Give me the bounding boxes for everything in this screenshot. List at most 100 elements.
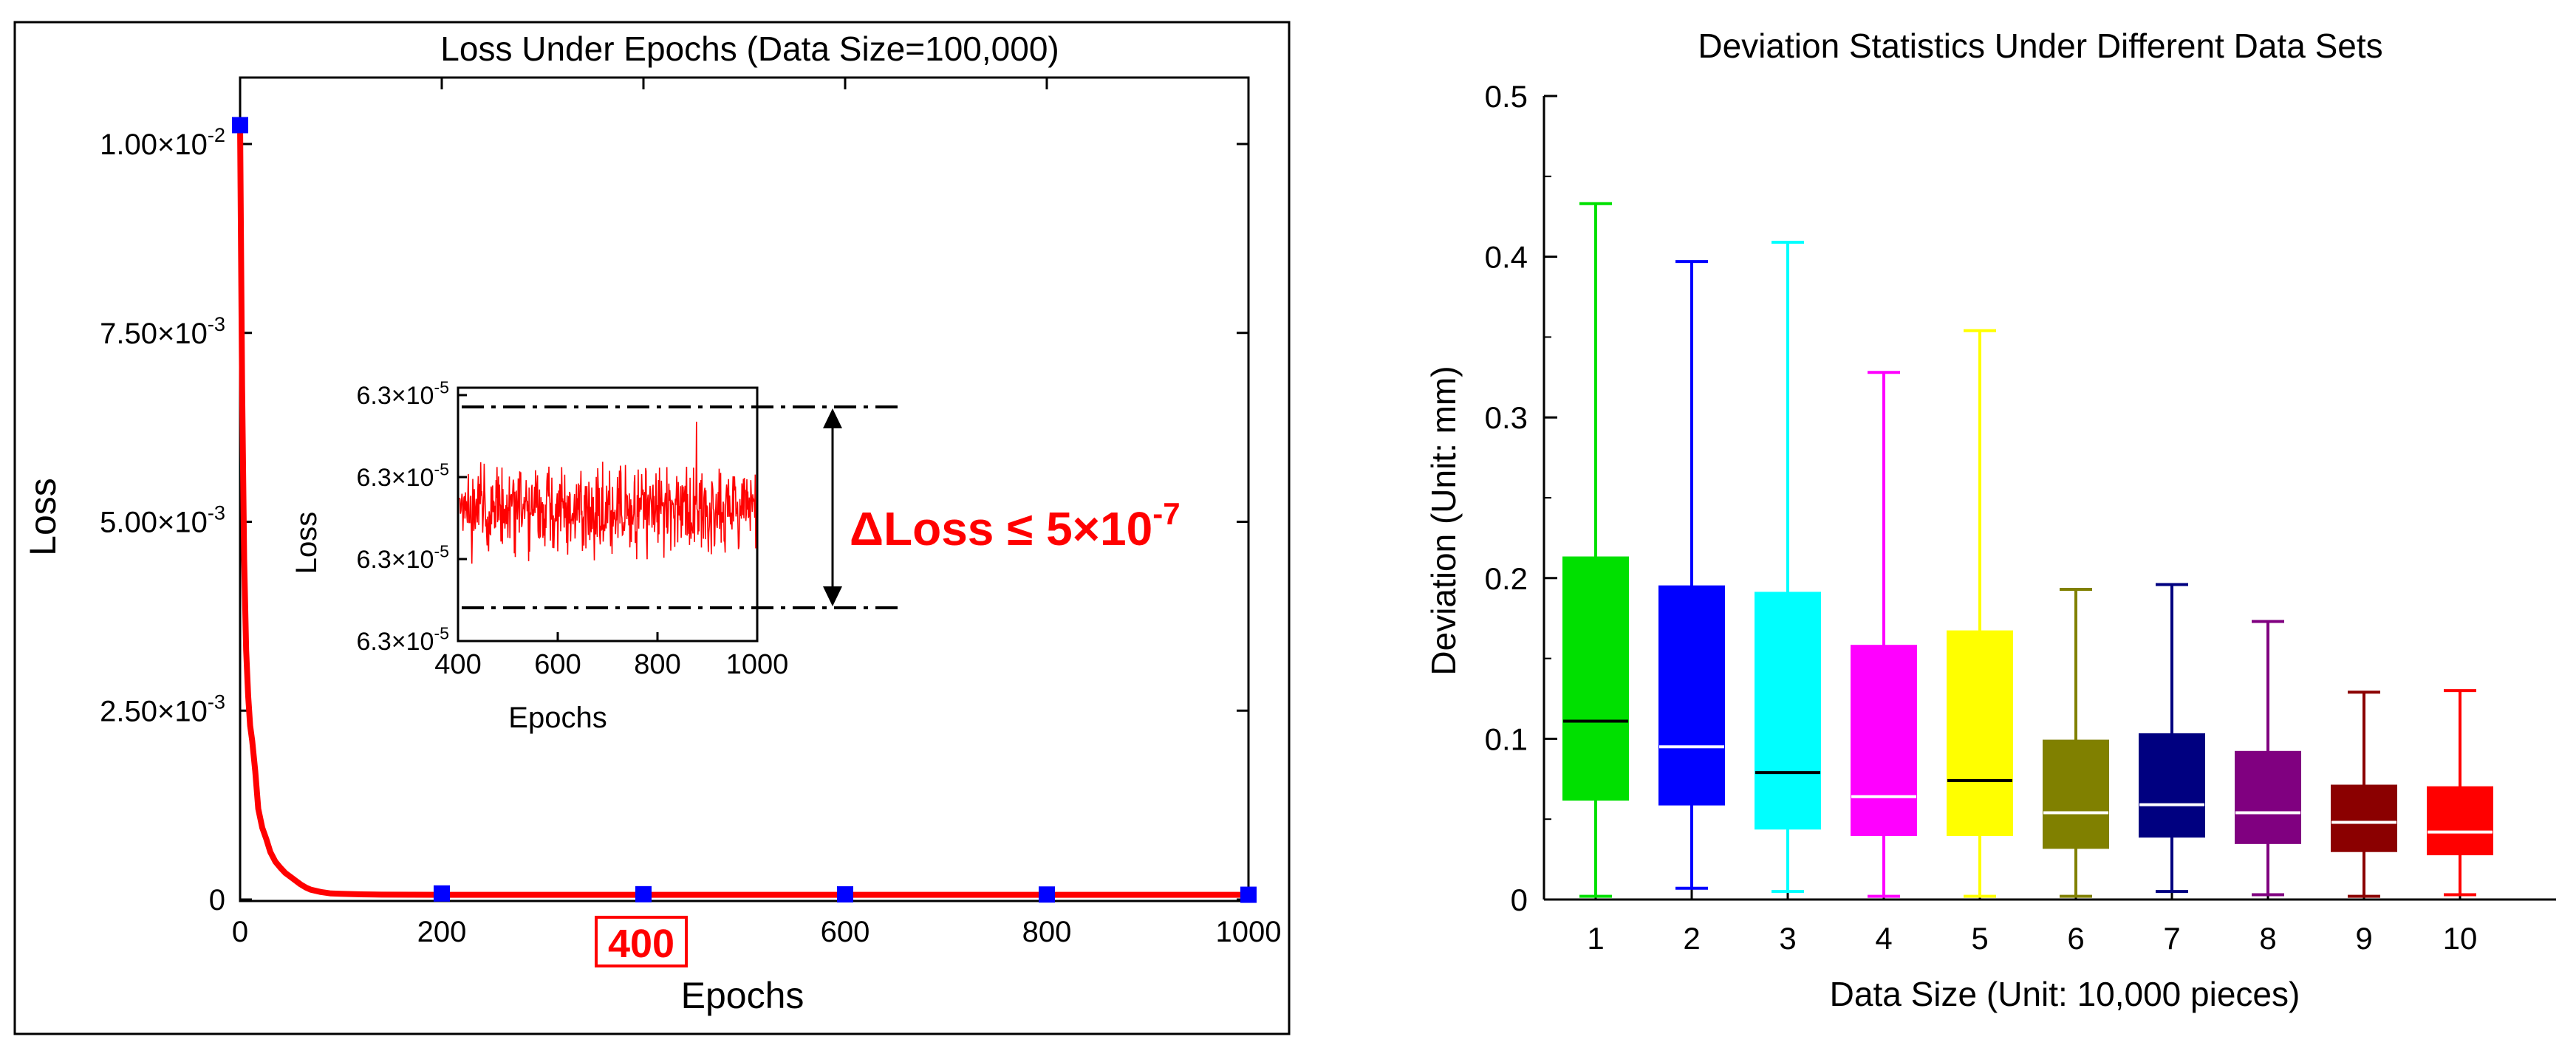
delta-arrow-head-down (823, 586, 842, 606)
inset-x-tick-label: 400 (434, 649, 481, 680)
box-iqr (2427, 786, 2493, 856)
boxplot-y-tick-label: 0.1 (1485, 722, 1528, 756)
inset-y-tick-label: 6.3×10-5 (356, 542, 449, 574)
inset-y-tick-label-exponent: -5 (434, 542, 449, 561)
loss-marker (1240, 886, 1257, 903)
loss-inset: Epochs Loss ΔLoss ≤ 5×10-7 400 600 800 1000… (290, 378, 1181, 734)
loss-y-tick-label: 0 (209, 884, 225, 916)
inset-noise-line (459, 421, 756, 564)
boxplot-x-tick-label: 9 (2355, 921, 2372, 956)
boxplot-axes: 0 0.1 0.2 0.3 0.4 0.5 1 2 3 4 5 6 7 8 9 10 (1485, 79, 2556, 956)
boxplot-x-tick-label: 3 (1779, 921, 1796, 956)
box-8 (2235, 620, 2301, 897)
inset-y-tick-label-base: 6.3×10 (356, 382, 434, 410)
inset-x-tick-label: 600 (534, 649, 581, 680)
loss-marker (837, 886, 853, 903)
loss-series-line (237, 125, 1248, 898)
delta-loss-exponent: -7 (1152, 496, 1180, 531)
box-5 (1947, 329, 2013, 898)
loss-x-tick-label: 200 (417, 916, 467, 948)
inset-y-tick-label: 6.3×10-5 (356, 378, 449, 410)
inset-y-tick-label: 6.3×10-5 (356, 460, 449, 492)
loss-x-axis-label: Epochs (681, 975, 804, 1016)
loss-axes: 0 200 600 800 100002.50×10-35.00×10-37.50×10… (100, 76, 1281, 948)
boxplot-y-tick-label: 0 (1511, 883, 1528, 917)
loss-y-tick-label: 5.00×10-3 (100, 501, 225, 539)
boxplot-x-tick-label: 7 (2163, 921, 2180, 956)
loss-x-tick-label: 600 (821, 916, 870, 948)
inset-y-tick-label-base: 6.3×10 (356, 464, 434, 492)
boxplot-x-tick-label: 2 (1683, 921, 1700, 956)
left-panel-frame (13, 21, 1291, 1035)
boxplot-x-tick-label: 8 (2259, 921, 2276, 956)
inset-frame (457, 386, 759, 643)
boxplot-x-tick-label: 6 (2067, 921, 2084, 956)
loss-y-axis-label: Loss (22, 478, 64, 556)
loss-chart: Loss Under Epochs (Data Size=100,000) Lo… (13, 21, 1291, 1035)
box-iqr (1755, 592, 1821, 830)
boxplot-title: Deviation Statistics Under Different Dat… (1698, 27, 2382, 65)
box-10 (2427, 689, 2493, 897)
box-iqr (2043, 739, 2109, 849)
inset-y-tick-label-base: 6.3×10 (356, 628, 434, 656)
inset-y-tick-label-exponent: -5 (434, 378, 449, 397)
delta-loss-base: ΔLoss ≤ 5×10 (850, 502, 1152, 555)
box-7 (2139, 583, 2205, 894)
loss-x-tick-label: 0 (232, 916, 248, 948)
boxplot-x-tick-label: 1 (1587, 921, 1604, 956)
loss-y-tick-label: 2.50×10-3 (100, 690, 225, 727)
inset-y-tick-label-exponent: -5 (434, 624, 449, 643)
loss-marker (232, 117, 248, 134)
delta-loss-annotation: ΔLoss ≤ 5×10-7 (850, 496, 1181, 555)
boxplot-y-tick-label: 0.2 (1485, 561, 1528, 596)
box-iqr (1947, 630, 2013, 836)
inset-x-tick-label: 800 (634, 649, 680, 680)
box-iqr (1851, 645, 1917, 836)
box-6 (2043, 588, 2109, 898)
delta-arrow-head-up (823, 408, 842, 428)
loss-plot-area (232, 117, 1257, 903)
boxplot-x-tick-label: 5 (1971, 921, 1988, 956)
box-iqr (2331, 784, 2397, 852)
deviation-boxplot: Deviation Statistics Under Different Dat… (1424, 27, 2556, 1013)
boxplot-y-tick-label: 0.4 (1485, 240, 1528, 275)
box-9 (2331, 691, 2397, 898)
boxplot-y-tick-label: 0.5 (1485, 79, 1528, 114)
inset-y-axis-label: Loss (290, 512, 323, 575)
loss-plot-frame (239, 76, 1250, 902)
loss-y-tick-label-base: 5.00×10 (100, 507, 208, 539)
highlight-tick-label: 400 (608, 922, 674, 966)
loss-y-tick-label: 7.50×10-3 (100, 312, 225, 350)
loss-y-tick-label-exponent: -2 (208, 123, 225, 146)
box-2 (1658, 260, 1725, 890)
loss-y-tick-label-exponent: -3 (208, 690, 225, 713)
loss-y-tick-label: 1.00×10-2 (100, 123, 225, 161)
box-3 (1755, 241, 1821, 894)
loss-marker (635, 885, 652, 902)
boxplot-x-axis-label: Data Size (Unit: 10,000 pieces) (1830, 975, 2300, 1013)
boxplot-y-axis-label: Deviation (Unit: mm) (1424, 366, 1463, 675)
loss-y-tick-label-exponent: -3 (208, 312, 225, 335)
loss-x-tick-label: 800 (1022, 916, 1072, 948)
box-4 (1851, 371, 1917, 898)
inset-x-axis-label: Epochs (508, 702, 607, 734)
box-1 (1562, 202, 1629, 898)
box-iqr (1658, 585, 1725, 806)
box-iqr (1562, 556, 1629, 801)
loss-y-tick-label-exponent: -3 (208, 501, 225, 524)
boxplot-x-tick-label: 4 (1875, 921, 1892, 956)
inset-y-tick-label: 6.3×10-5 (356, 624, 449, 656)
loss-chart-title: Loss Under Epochs (Data Size=100,000) (440, 30, 1059, 68)
loss-y-tick-label-base: 1.00×10 (100, 129, 208, 161)
loss-marker (1039, 886, 1055, 903)
boxplot-y-tick-label: 0.3 (1485, 400, 1528, 435)
loss-y-tick-label-base: 7.50×10 (100, 318, 208, 350)
highlight-box (595, 916, 688, 967)
box-iqr (2235, 750, 2301, 844)
box-iqr (2139, 733, 2205, 838)
boxplot-plot-area (1562, 202, 2493, 898)
loss-y-tick-label-base: 2.50×10 (100, 695, 208, 727)
inset-y-tick-label-base: 6.3×10 (356, 546, 434, 574)
inset-y-tick-label-exponent: -5 (434, 460, 449, 479)
